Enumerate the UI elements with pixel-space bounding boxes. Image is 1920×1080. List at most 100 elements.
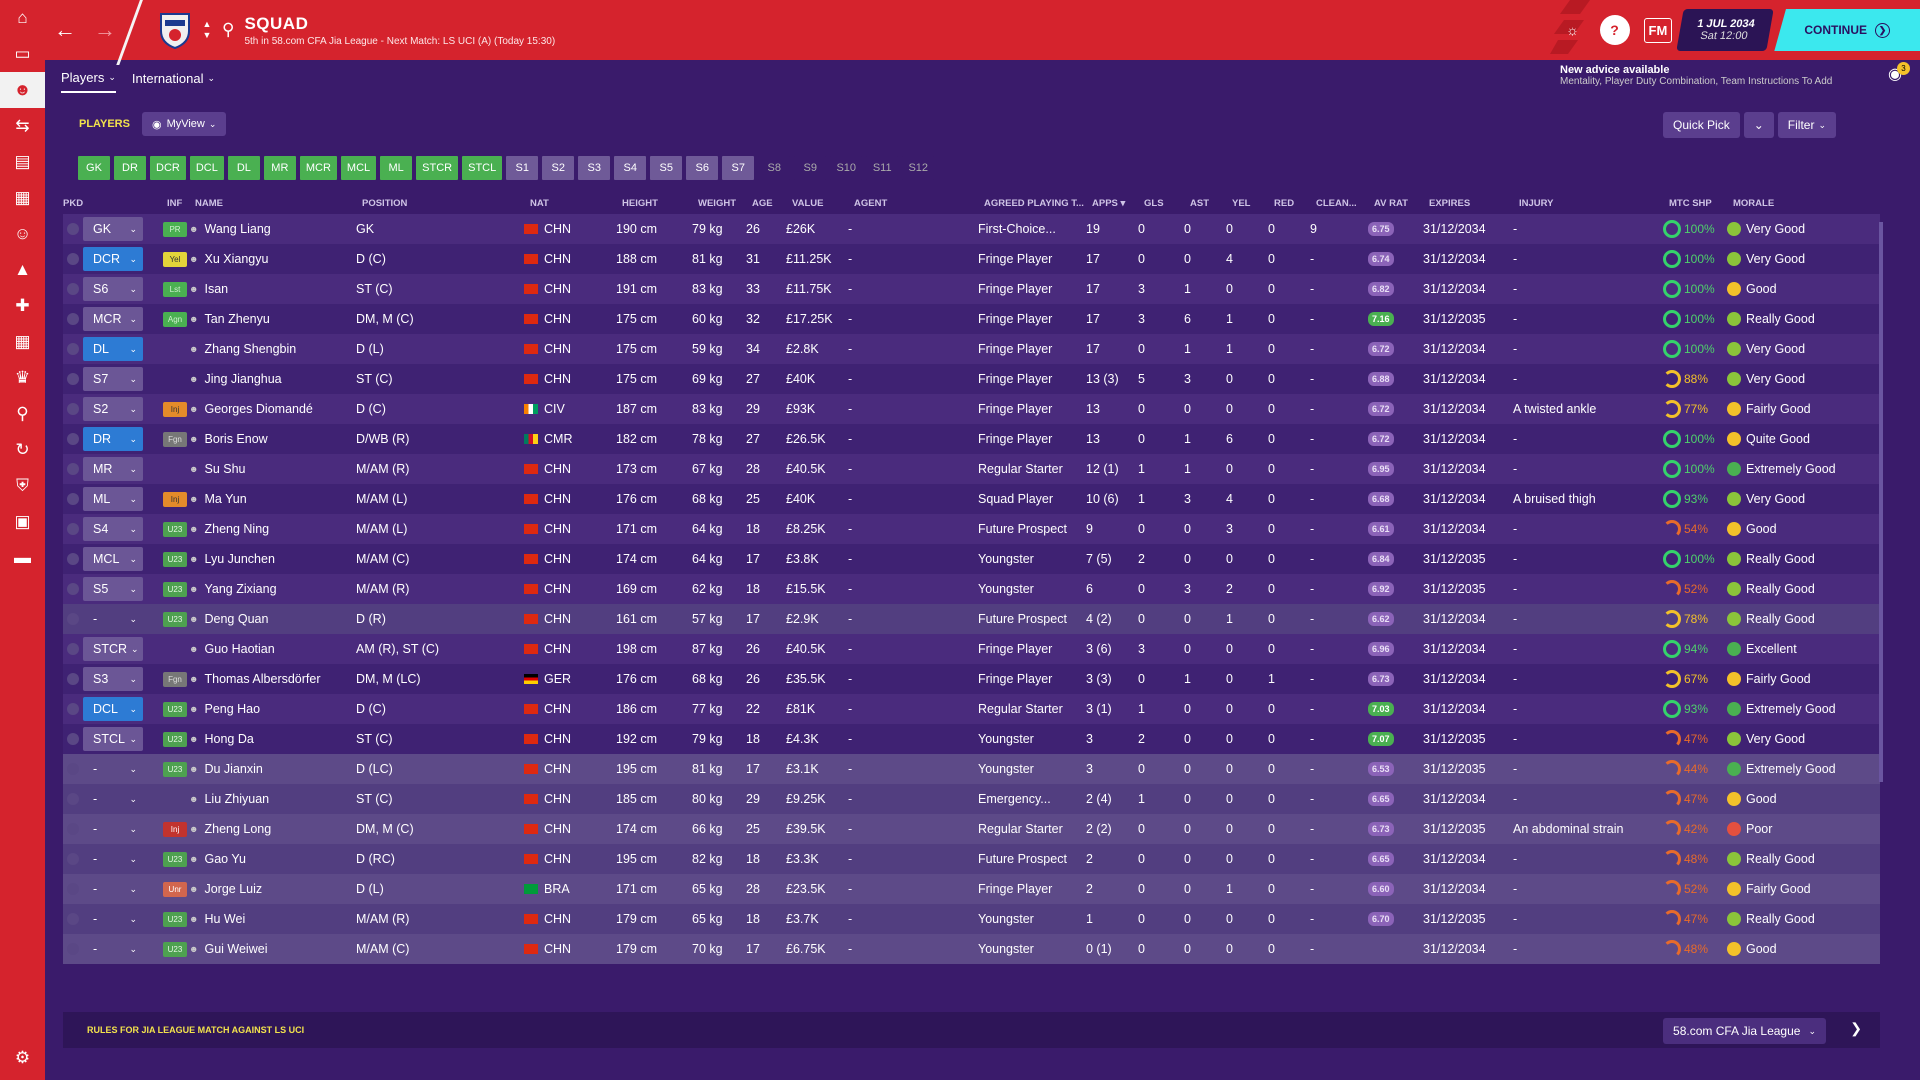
column-header-agreedplayingt[interactable]: AGREED PLAYING T... (984, 197, 1084, 209)
player-name[interactable]: ☻ Gao Yu (189, 852, 356, 866)
position-slot-select[interactable]: - ⌄ (83, 607, 143, 631)
finances-icon[interactable]: ▣ (14, 512, 31, 531)
position-filter-dr[interactable]: DR (114, 156, 146, 180)
rules-label[interactable]: RULES FOR JIA LEAGUE MATCH AGAINST LS UC… (87, 1025, 305, 1035)
column-header-nat[interactable]: NAT (530, 197, 549, 209)
player-name[interactable]: ☻ Hu Wei (189, 912, 356, 926)
position-slot-select[interactable]: - ⌄ (83, 847, 143, 871)
nationality[interactable]: BRA (524, 882, 616, 896)
data-icon[interactable]: ▬ (14, 548, 31, 567)
quick-pick-button[interactable]: Quick Pick (1663, 112, 1740, 138)
position-filter-s12[interactable]: S12 (902, 156, 935, 180)
table-row[interactable]: - ⌄ U23 ☻ Hu Wei M/AM (R) CHN 179 cm 65 kg 18 £3.7… (63, 904, 1880, 934)
nationality[interactable]: CIV (524, 402, 616, 416)
club-icon[interactable]: ⛨ (16, 476, 29, 495)
scouting-icon[interactable]: ⚲ (16, 404, 29, 423)
info-badge[interactable]: U23 (163, 761, 187, 777)
column-header-clean[interactable]: CLEAN... (1316, 197, 1357, 209)
inbox-icon[interactable]: ▭ (14, 44, 31, 63)
position-slot-select[interactable]: STCR ⌄ (83, 637, 143, 661)
globe-icon[interactable]: ☼ (1566, 22, 1579, 38)
column-header-weight[interactable]: WEIGHT (698, 197, 736, 209)
position-slot-select[interactable]: DCL ⌄ (83, 697, 143, 721)
nationality[interactable]: CHN (524, 762, 616, 776)
pick-checkbox[interactable] (63, 463, 83, 475)
info-badge[interactable]: U23 (163, 611, 187, 627)
column-header-red[interactable]: RED (1274, 197, 1295, 209)
position-slot-select[interactable]: - ⌄ (83, 757, 143, 781)
player-name[interactable]: ☻ Deng Quan (189, 612, 356, 626)
chevron-right-icon[interactable]: ❯ (1850, 1020, 1862, 1036)
player-name[interactable]: ☻ Boris Enow (189, 432, 356, 446)
position-filter-s2[interactable]: S2 (542, 156, 575, 180)
position-filter-mr[interactable]: MR (263, 156, 296, 180)
nationality[interactable]: CHN (524, 552, 616, 566)
player-name[interactable]: ☻ Peng Hao (189, 702, 356, 716)
position-slot-select[interactable]: - ⌄ (83, 937, 143, 961)
table-row[interactable]: DR ⌄ Fgn ☻ Boris Enow D/WB (R) CMR 182 cm 78 kg 2… (63, 424, 1880, 454)
nationality[interactable]: CHN (524, 492, 616, 506)
column-header-name[interactable]: NAME (195, 197, 223, 209)
nationality[interactable]: CHN (524, 582, 616, 596)
column-header-inf[interactable]: INF (167, 197, 183, 209)
column-header-mtcshp[interactable]: MTC SHP (1669, 197, 1712, 209)
table-row[interactable]: GK ⌄ PR ☻ Wang Liang GK CHN 190 cm 79 kg 26 £26K - F… (63, 214, 1880, 244)
column-header-yel[interactable]: YEL (1232, 197, 1251, 209)
staff-icon[interactable]: ☺ (13, 224, 32, 243)
position-filter-s4[interactable]: S4 (614, 156, 647, 180)
pick-checkbox[interactable] (63, 853, 83, 865)
position-filter-s9[interactable]: S9 (794, 156, 827, 180)
nationality[interactable]: CHN (524, 342, 616, 356)
nationality[interactable]: CMR (524, 432, 616, 446)
position-slot-select[interactable]: DL ⌄ (83, 337, 143, 361)
position-filter-s10[interactable]: S10 (830, 156, 863, 180)
tab-players[interactable]: Players ⌄ (61, 64, 116, 93)
table-row[interactable]: S4 ⌄ U23 ☻ Zheng Ning M/AM (L) CHN 171 cm 64 kg 1… (63, 514, 1880, 544)
position-filter-gk[interactable]: GK (78, 156, 110, 180)
nationality[interactable]: CHN (524, 732, 616, 746)
competitions-icon[interactable]: ♛ (14, 368, 31, 387)
position-slot-select[interactable]: S5 ⌄ (83, 577, 143, 601)
settings-icon[interactable]: ⚙ (14, 1048, 31, 1067)
player-name[interactable]: ☻ Liu Zhiyuan (189, 792, 356, 806)
position-slot-select[interactable]: S2 ⌄ (83, 397, 143, 421)
nationality[interactable]: CHN (524, 912, 616, 926)
player-name[interactable]: ☻ Zheng Ning (189, 522, 356, 536)
table-row[interactable]: - ⌄ U23 ☻ Deng Quan D (R) CHN 161 cm 57 kg 17 £2.9… (63, 604, 1880, 634)
player-name[interactable]: ☻ Isan (189, 282, 356, 296)
position-filter-dcr[interactable]: DCR (150, 156, 186, 180)
info-badge[interactable]: U23 (163, 851, 187, 867)
position-slot-select[interactable]: DCR ⌄ (83, 247, 143, 271)
player-name[interactable]: ☻ Jorge Luiz (189, 882, 356, 896)
position-filter-mcl[interactable]: MCL (340, 156, 377, 180)
back-icon[interactable]: ← (54, 17, 76, 42)
transfers-icon[interactable]: ⇆ (15, 116, 30, 135)
pick-checkbox[interactable] (63, 223, 83, 235)
player-name[interactable]: ☻ Hong Da (189, 732, 356, 746)
player-name[interactable]: ☻ Thomas Albersdörfer (189, 672, 356, 686)
position-filter-mcr[interactable]: MCR (299, 156, 337, 180)
table-row[interactable]: S2 ⌄ Inj ☻ Georges Diomandé D (C) CIV 187 cm 83 … (63, 394, 1880, 424)
column-header-value[interactable]: VALUE (792, 197, 824, 209)
player-name[interactable]: ☻ Jing Jianghua (189, 372, 356, 386)
info-badge[interactable]: Inj (163, 491, 187, 507)
position-filter-dcl[interactable]: DCL (189, 156, 224, 180)
forward-icon[interactable]: → (94, 17, 116, 42)
position-filter-s8[interactable]: S8 (758, 156, 791, 180)
nationality[interactable]: CHN (524, 252, 616, 266)
column-header-position[interactable]: POSITION (362, 197, 408, 209)
player-name[interactable]: ☻ Su Shu (189, 462, 356, 476)
quick-pick-dropdown[interactable]: ⌄ (1743, 112, 1774, 138)
position-slot-select[interactable]: GK ⌄ (83, 217, 143, 241)
column-header-gls[interactable]: GLS (1144, 197, 1164, 209)
pick-checkbox[interactable] (63, 493, 83, 505)
pick-checkbox[interactable] (63, 643, 83, 655)
table-row[interactable]: S5 ⌄ U23 ☻ Yang Zixiang M/AM (R) CHN 169 cm 62 k… (63, 574, 1880, 604)
column-header-apps[interactable]: APPS ▾ (1092, 197, 1126, 209)
nationality[interactable]: CHN (524, 462, 616, 476)
column-header-injury[interactable]: INJURY (1519, 197, 1554, 209)
position-slot-select[interactable]: S6 ⌄ (83, 277, 143, 301)
table-row[interactable]: - ⌄ U23 ☻ Gao Yu D (RC) CHN 195 cm 82 kg 18 £3.3K -… (63, 844, 1880, 874)
player-name[interactable]: ☻ Gui Weiwei (189, 942, 356, 956)
nationality[interactable]: CHN (524, 702, 616, 716)
